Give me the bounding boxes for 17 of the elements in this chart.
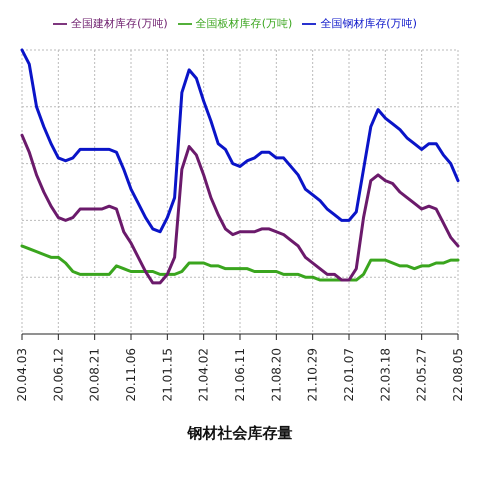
x-tick-label: 22.08.05 <box>451 348 465 402</box>
x-tick-label: 22.05.27 <box>414 348 429 402</box>
x-tick-label: 20.04.03 <box>15 348 29 402</box>
x-tick-label: 21.06.11 <box>233 348 247 402</box>
x-tick-label: 20.08.21 <box>88 348 102 402</box>
x-tick-label: 21.08.20 <box>269 348 284 402</box>
x-tick-label: 20.06.12 <box>51 348 66 402</box>
legend-label: 全国建材库存(万吨) <box>71 17 168 30</box>
legend-label: 全国钢材库存(万吨) <box>320 17 417 30</box>
x-tick-label: 22.01.07 <box>342 348 356 402</box>
x-tick-label: 20.11.06 <box>124 348 138 402</box>
legend-label: 全国板材库存(万吨) <box>196 17 292 30</box>
x-tick-label: 21.01.15 <box>160 348 174 402</box>
x-tick-label: 22.03.18 <box>378 348 392 402</box>
x-tick-label: 21.10.29 <box>306 348 320 402</box>
x-tick-label: 21.04.02 <box>196 348 211 402</box>
x-axis-title: 钢材社会库存量 <box>186 424 292 442</box>
